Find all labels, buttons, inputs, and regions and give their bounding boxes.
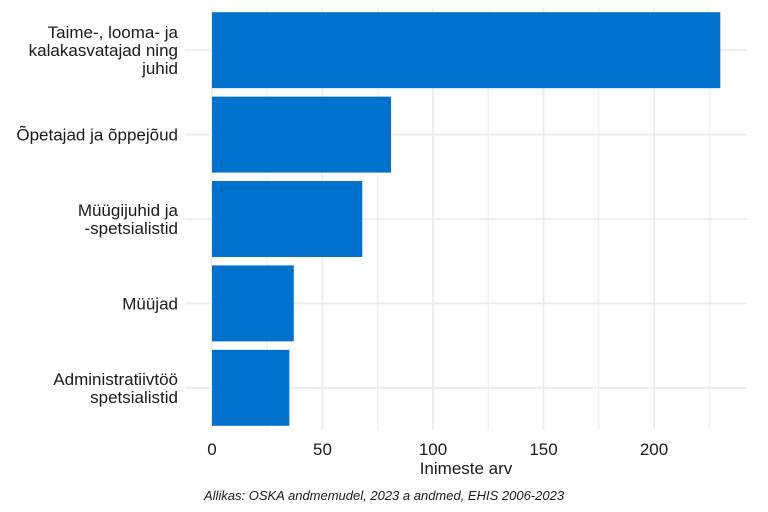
x-tick-label: 200	[640, 440, 668, 459]
category-labels: Taime-, looma- ja kalakasvatajad ning juhi…	[16, 23, 178, 407]
x-tick-label: 100	[419, 440, 447, 459]
bar	[212, 181, 363, 257]
category-label: Õpetajad ja õppejõud	[16, 126, 178, 145]
category-label: Müüjad	[122, 294, 178, 313]
category-label: Taime-, looma- ja kalakasvatajad ning juhi…	[29, 23, 179, 78]
bar	[212, 265, 294, 342]
source-caption: Allikas: OSKA andmemudel, 2023 a andmed,…	[203, 488, 565, 503]
category-label: Müügijuhid ja -spetsialistid	[78, 201, 179, 238]
x-tick-label: 0	[207, 440, 216, 459]
bars	[212, 12, 721, 426]
x-axis-title: Inimeste arv	[420, 459, 513, 478]
x-tick-label: 50	[313, 440, 332, 459]
bar	[212, 349, 290, 426]
bar	[212, 12, 721, 89]
x-tick-label: 150	[529, 440, 557, 459]
category-label: Administratiivtöö spetsialistid	[53, 370, 178, 407]
bar	[212, 96, 392, 173]
x-tick-labels: 0 50 100 150 200	[207, 440, 668, 459]
